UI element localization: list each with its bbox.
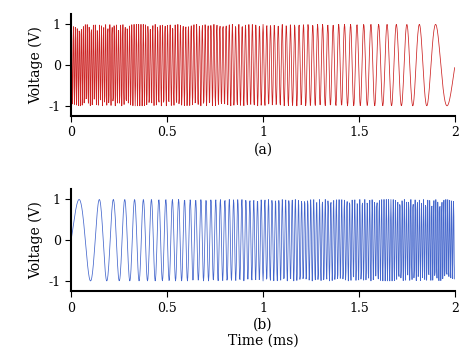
X-axis label: (a): (a) xyxy=(254,142,273,156)
X-axis label: (b)
Time (ms): (b) Time (ms) xyxy=(228,317,299,348)
Y-axis label: Voltage (V): Voltage (V) xyxy=(28,26,43,104)
Y-axis label: Voltage (V): Voltage (V) xyxy=(28,201,43,279)
